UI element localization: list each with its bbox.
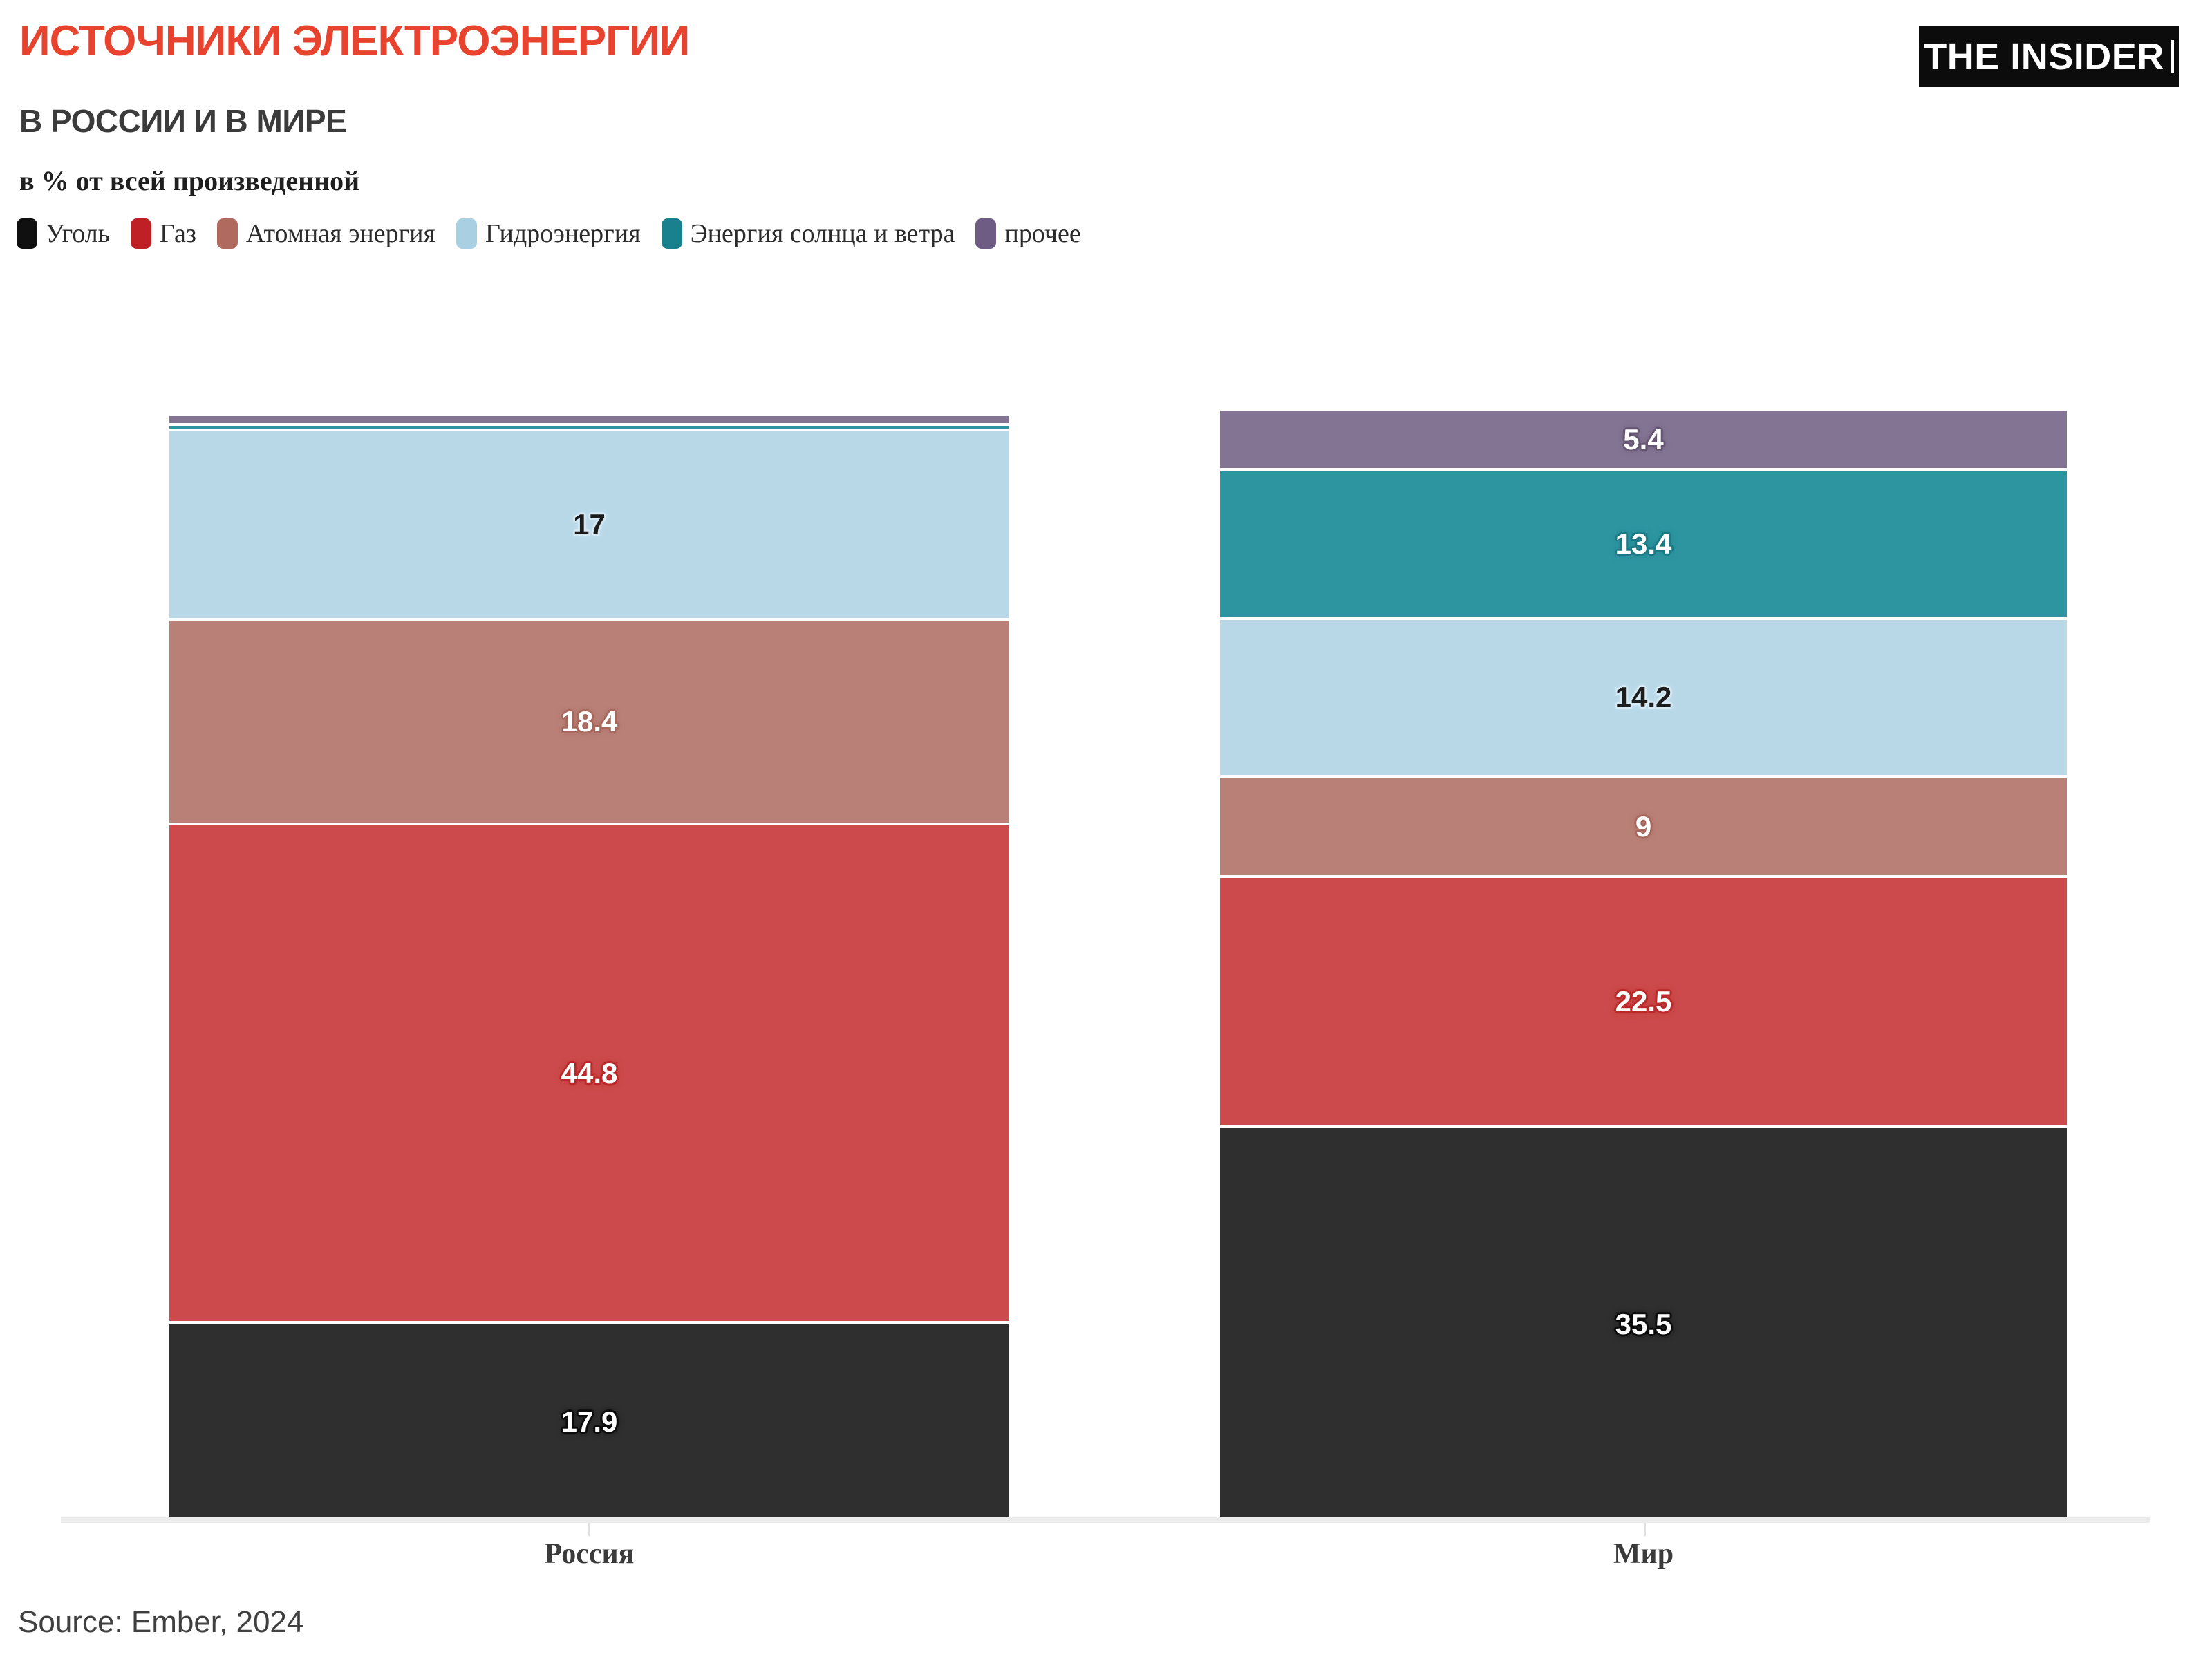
category-label-world: Мир [1613,1538,1674,1570]
bar-value-label: 5.4 [1623,422,1664,456]
bar-value-label: 13.4 [1615,527,1672,560]
bar-segment: 17.9 [169,1321,1009,1520]
bar-segment [169,413,1009,423]
x-axis-line [61,1517,2150,1523]
page-subtitle: В РОССИИ И В МИРЕ [19,103,347,139]
bar-segment: 13.4 [1220,468,2067,617]
x-axis-tick [588,1523,590,1536]
stacked-bar-russia: 17.9 44.8 18.4 17 [169,413,1009,1520]
legend-item-4: Гидроэнергия [456,218,641,249]
brand-logo: THE INSIDER [1919,26,2179,87]
legend-swatch-icon [17,218,37,249]
bar-value-label: 14.2 [1615,681,1672,713]
stacked-bar-world: 35.5 22.5 9 14.2 13.4 5.4 [1220,408,2067,1520]
legend: Уголь Газ Атомная энергия Гидроэнергия Энерг… [17,218,1081,249]
bar-value-label: 18.4 [561,705,618,738]
legend-item-1: Уголь [17,218,110,249]
legend-item-5: Энергия солнца и ветра [661,218,955,249]
bar-segment: 44.8 [169,823,1009,1321]
bar-value-label: 22.5 [1615,985,1672,1018]
source-note: Source: Ember, 2024 [18,1605,304,1639]
legend-swatch-icon [975,218,997,249]
brand-logo-text: THE INSIDER [1924,36,2164,77]
category-label-russia: Россия [544,1538,635,1570]
page-title: ИСТОЧНИКИ ЭЛЕКТРОЭНЕРГИИ [19,17,690,65]
bar-segment: 17 [169,429,1009,618]
bar-segment: 5.4 [1220,408,2067,468]
bar-segment: 18.4 [169,618,1009,823]
legend-item-2: Газ [131,218,196,249]
legend-item-3: Атомная энергия [216,218,435,249]
bar-segment: 35.5 [1220,1125,2067,1520]
bar-segment: 14.2 [1220,617,2067,775]
legend-label: Атомная энергия [245,219,435,248]
legend-swatch-icon [216,218,238,249]
bar-value-label: 44.8 [561,1056,618,1089]
bar-value-label: 17.9 [561,1405,618,1438]
legend-label: прочее [1004,219,1081,248]
legend-swatch-icon [456,218,477,249]
bar-value-label: 9 [1635,809,1652,843]
legend-swatch-icon [661,218,682,249]
bar-segment: 9 [1220,775,2067,875]
legend-label: Уголь [46,219,110,248]
units-label: в % от всей произведенной [19,165,360,196]
bar-segment: 22.5 [1220,875,2067,1125]
bar-segment [169,423,1009,429]
bar-value-label: 35.5 [1615,1307,1672,1340]
bar-value-label: 17 [573,508,606,541]
legend-label: Гидроэнергия [485,219,641,248]
legend-label: Энергия солнца и ветра [690,219,955,248]
legend-label: Газ [160,219,196,248]
legend-item-6: прочее [975,218,1081,249]
x-axis-tick [1644,1523,1646,1536]
legend-swatch-icon [131,218,151,249]
logo-cursor-icon [2171,40,2174,73]
